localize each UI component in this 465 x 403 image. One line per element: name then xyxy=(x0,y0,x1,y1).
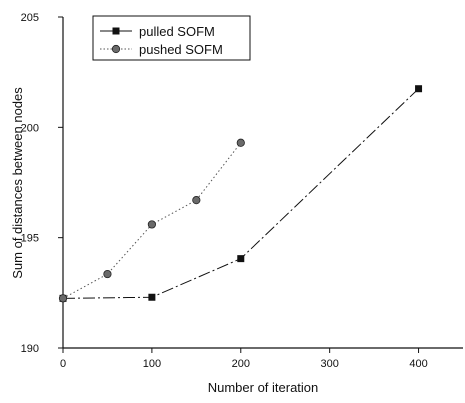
y-ticks: 190 195 200 205 xyxy=(21,12,63,355)
x-tick-label: 200 xyxy=(232,358,250,370)
series-line-pulled xyxy=(62,88,419,299)
data-point-pushed xyxy=(192,196,201,205)
x-tick-label: 0 xyxy=(60,358,66,370)
x-axis-title: Number of iteration xyxy=(208,380,319,395)
legend-label-pushed: pushed SOFM xyxy=(139,42,223,57)
y-tick-label: 195 xyxy=(21,233,39,245)
data-point-pushed xyxy=(103,269,112,279)
data-point-pulled xyxy=(415,85,423,93)
series-layer xyxy=(58,85,423,303)
y-axis-title: Sum of distances between nodes xyxy=(10,87,25,279)
y-tick-label: 190 xyxy=(21,343,39,355)
x-tick-label: 100 xyxy=(143,358,161,370)
legend-marker-pulled xyxy=(112,27,120,35)
legend-box xyxy=(92,15,251,61)
legend-marker-pushed xyxy=(111,44,121,54)
data-point-pushed xyxy=(147,220,156,229)
data-point-pushed xyxy=(236,138,245,147)
legend-label-pulled: pulled SOFM xyxy=(139,24,215,39)
legend: pulled SOFM pushed SOFM xyxy=(92,15,251,61)
y-tick-label: 205 xyxy=(21,12,39,24)
x-tick-label: 300 xyxy=(320,358,338,370)
y-tick-label: 200 xyxy=(21,122,39,134)
data-point-pulled xyxy=(148,293,156,301)
x-tick-label: 400 xyxy=(409,358,427,370)
plot-area: 0 100 200 300 400 190 195 200 205 xyxy=(21,12,463,370)
data-point-pulled xyxy=(237,255,245,263)
x-ticks: 0 100 200 300 400 xyxy=(60,348,428,370)
data-point-pushed xyxy=(58,294,68,303)
